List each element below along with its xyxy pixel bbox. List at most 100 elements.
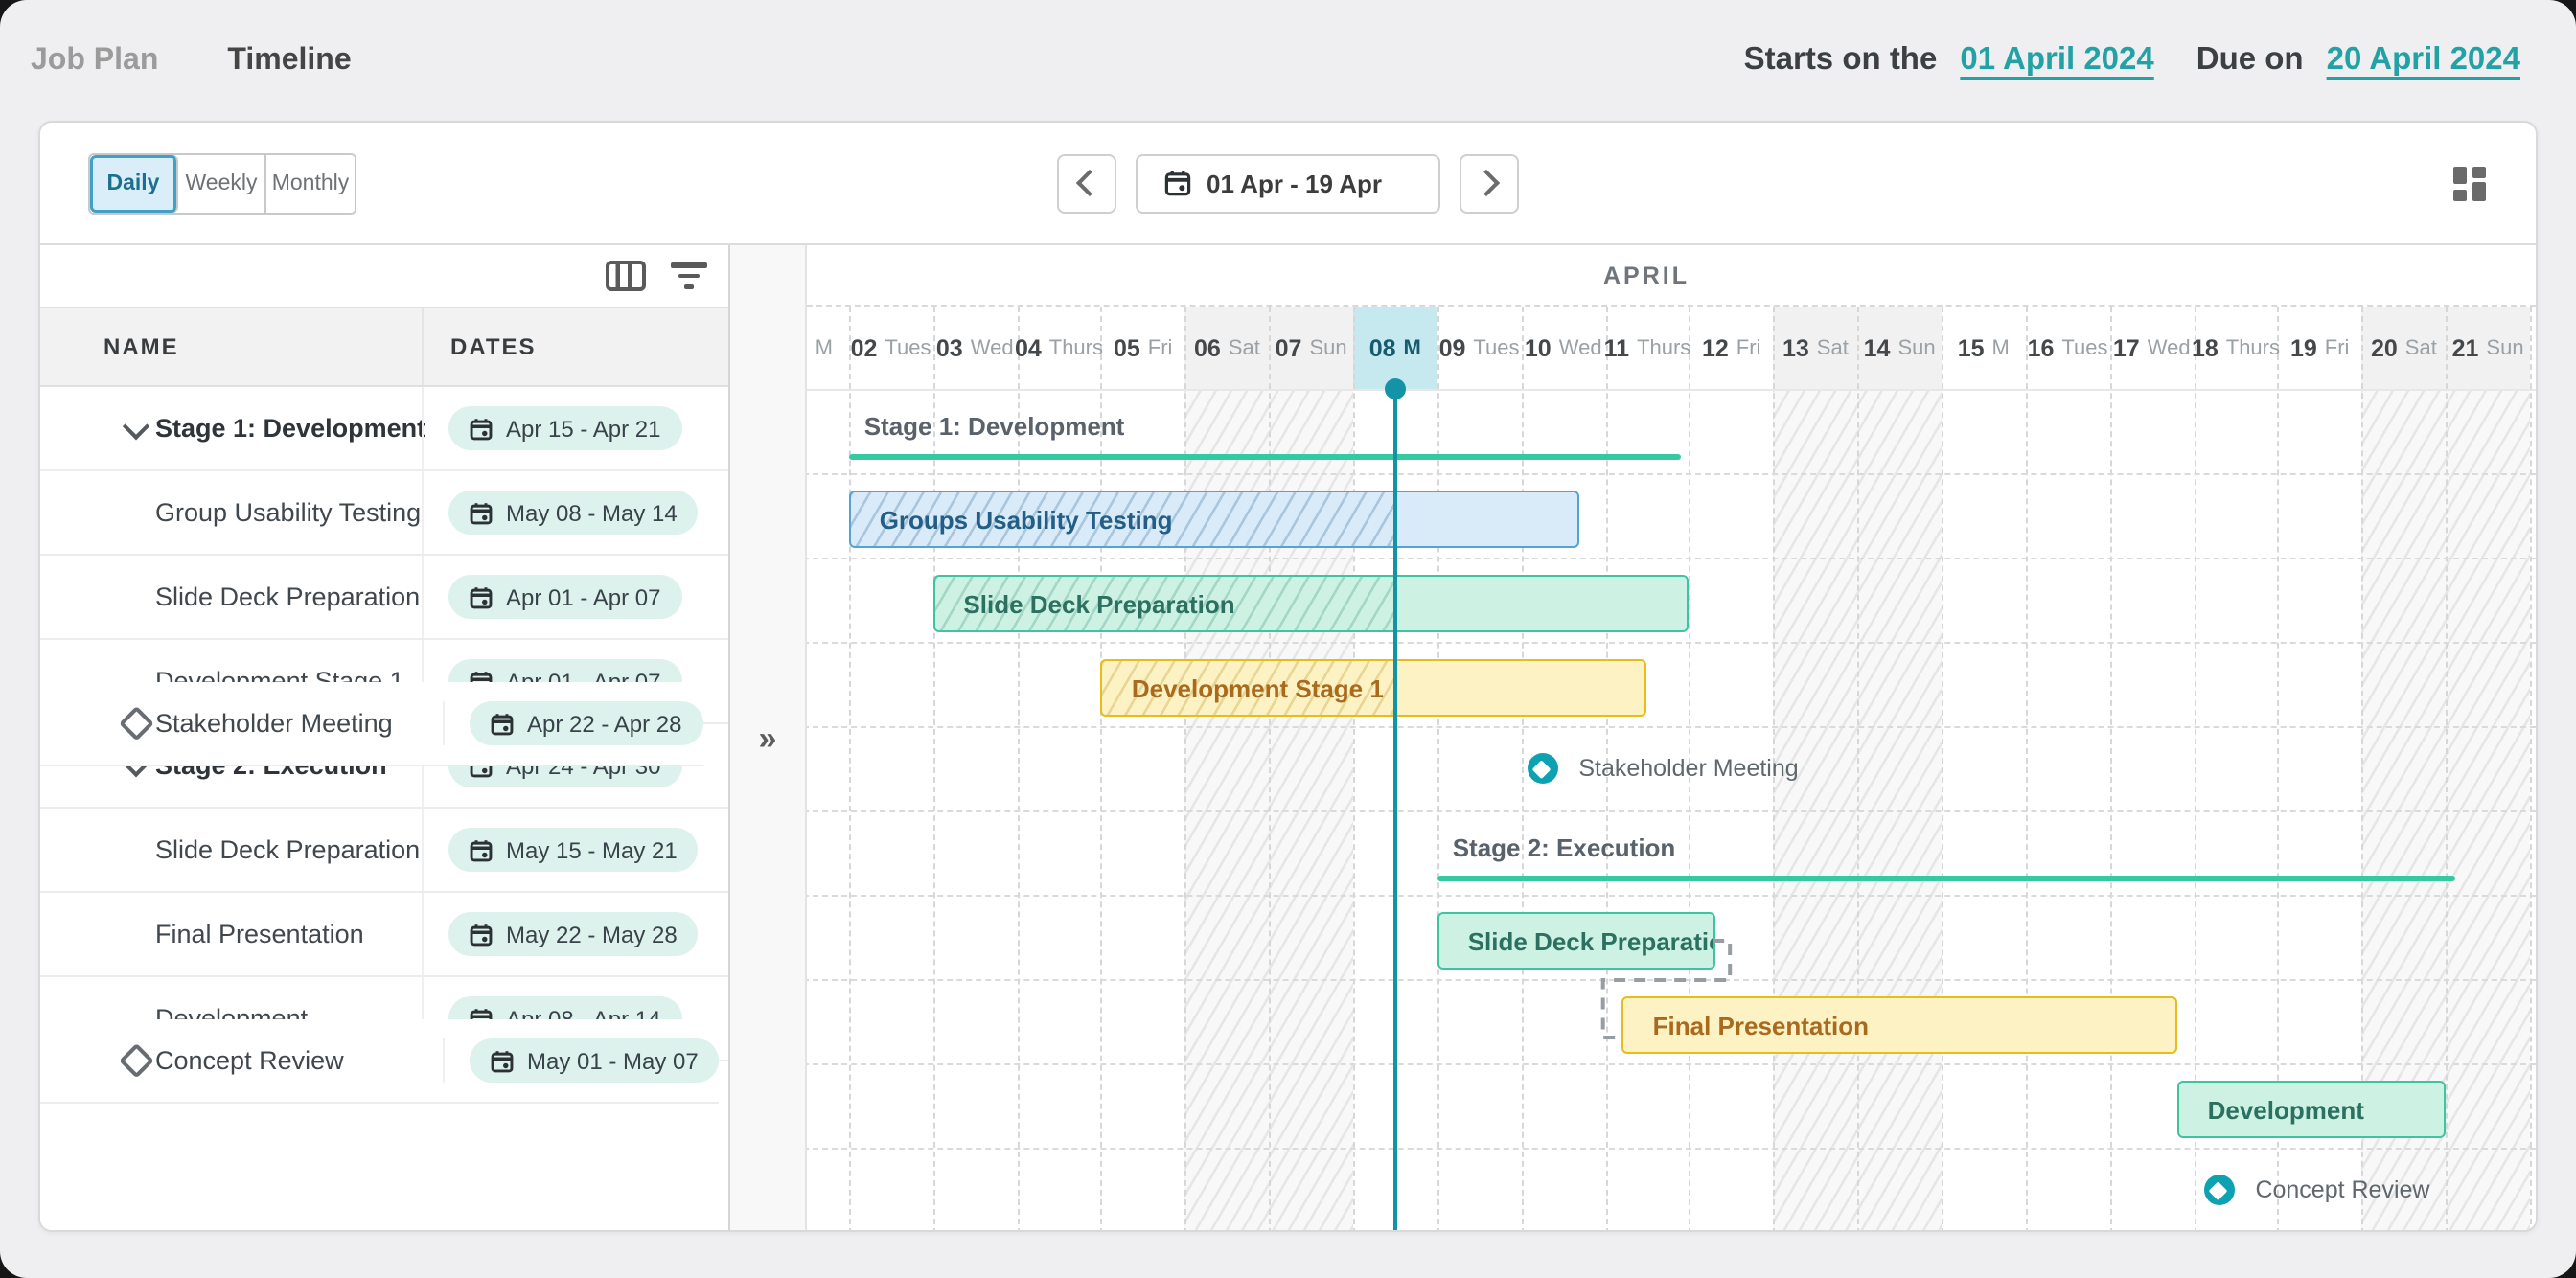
gantt-milestone-concept-review[interactable]: Concept Review xyxy=(2203,1175,2429,1205)
task-name: Stage 1: Development xyxy=(155,414,426,443)
progress-hatch xyxy=(1102,661,1397,715)
table-row-stage-1-development[interactable]: Stage 1: Development Apr 15 - Apr 21 xyxy=(40,387,728,471)
day-header-cell-04: 04 Thurs xyxy=(1015,307,1103,389)
column-header-dates[interactable]: DATES xyxy=(422,308,728,385)
gantt-summary-line-stage-1-development[interactable] xyxy=(848,453,1682,459)
grid-line-horizontal xyxy=(807,558,2536,559)
starts-on-label: Starts on the xyxy=(1743,42,1938,77)
grid-line-horizontal xyxy=(807,642,2536,644)
grid-line-horizontal xyxy=(807,473,2536,475)
table-row-slide-deck-preparation[interactable]: Slide Deck Preparation Apr 01 - Apr 07 xyxy=(40,556,728,640)
day-header-cell-13: 13 Sat xyxy=(1774,307,1858,389)
prev-period-button[interactable] xyxy=(1057,153,1116,213)
grid-line-vertical xyxy=(2529,307,2532,1230)
tab-daily[interactable]: Daily xyxy=(90,154,178,212)
day-name: Wed xyxy=(2147,336,2191,359)
due-date-link[interactable]: 20 April 2024 xyxy=(2326,42,2520,77)
start-date-link[interactable]: 01 April 2024 xyxy=(1960,42,2154,77)
table-row-slide-deck-preparation[interactable]: Slide Deck Preparation May 15 - May 21 xyxy=(40,809,728,893)
day-number: 08 xyxy=(1368,334,1396,361)
date-range-picker[interactable]: 01 Apr - 19 Apr xyxy=(1136,153,1440,213)
date-range-text: May 01 - May 07 xyxy=(527,1047,699,1074)
table-row-stakeholder-meeting[interactable]: Stakeholder Meeting Apr 22 - Apr 28 xyxy=(40,682,703,766)
tab-weekly[interactable]: Weekly xyxy=(178,154,266,212)
weekend-hatch xyxy=(1773,389,1942,1230)
layout-grid-icon[interactable] xyxy=(2452,166,2486,200)
gantt-summary-label-stage-2-execution[interactable]: Stage 2: Execution xyxy=(1452,833,1676,862)
table-row-group-usability-testing[interactable]: Group Usability Testing May 08 - May 14 xyxy=(40,471,728,556)
gantt-task-bar-slide-deck-preparation[interactable]: Slide Deck Preparation xyxy=(1437,912,1715,970)
chevron-down-icon[interactable] xyxy=(122,412,150,440)
milestone-diamond-icon xyxy=(119,1043,153,1078)
date-range-pill: Apr 15 - Apr 21 xyxy=(448,406,682,450)
task-name-cell: Stage 1: Development xyxy=(40,387,426,469)
day-name: Wed xyxy=(1558,336,1602,359)
column-header-name[interactable]: NAME xyxy=(104,333,179,360)
view-mode-switcher: Daily Weekly Monthly xyxy=(88,152,356,214)
filter-icon[interactable] xyxy=(671,262,707,289)
day-number: 03 xyxy=(935,334,963,361)
date-range-text: May 15 - May 21 xyxy=(506,836,678,863)
grid-line-vertical xyxy=(2109,307,2112,1230)
day-number: 19 xyxy=(2289,334,2317,361)
task-name: Slide Deck Preparation xyxy=(155,582,421,611)
day-number: 13 xyxy=(1782,334,1809,361)
chevron-right-icon xyxy=(1472,169,1501,197)
calendar-icon xyxy=(470,924,493,946)
tab-job-plan[interactable]: Job Plan xyxy=(31,43,159,76)
task-bar-label: Slide Deck Preparation xyxy=(963,589,1235,618)
gantt-summary-label-stage-1-development[interactable]: Stage 1: Development xyxy=(863,412,1125,441)
gantt-task-bar-groups-usability-testing[interactable]: Groups Usability Testing xyxy=(848,491,1580,548)
month-label: APRIL xyxy=(1603,262,1690,288)
day-header-cell-08: 08 M xyxy=(1353,307,1438,389)
gantt-task-bar-slide-deck-preparation[interactable]: Slide Deck Preparation xyxy=(932,575,1690,632)
task-dates-cell: Apr 15 - Apr 21 xyxy=(422,387,728,469)
day-header-cell-17: 17 Wed xyxy=(2109,307,2194,389)
tab-monthly[interactable]: Monthly xyxy=(266,154,355,212)
day-name: Tues xyxy=(885,336,932,359)
columns-icon[interactable] xyxy=(606,261,646,291)
date-range-pill: May 08 - May 14 xyxy=(448,491,699,535)
calendar-icon xyxy=(470,418,493,440)
day-name: Tues xyxy=(2061,336,2108,359)
grid-line-vertical xyxy=(1941,307,1944,1230)
calendar-icon xyxy=(470,839,493,861)
grid-line-vertical xyxy=(1017,307,1020,1230)
weekend-header-bg xyxy=(2361,307,2447,389)
day-name: M xyxy=(815,336,833,359)
day-header-cell-11: 11 Thurs xyxy=(1604,307,1691,389)
day-number: 09 xyxy=(1438,334,1466,361)
gantt-task-bar-final-presentation[interactable]: Final Presentation xyxy=(1622,996,2177,1054)
task-name: Concept Review xyxy=(155,1046,344,1075)
day-number: 18 xyxy=(2191,334,2219,361)
gantt-summary-line-stage-2-execution[interactable] xyxy=(1437,875,2454,880)
day-name: Thurs xyxy=(2225,336,2280,359)
day-header-cell-20: 20 Sat xyxy=(2362,307,2447,389)
task-bar-label: Development Stage 1 xyxy=(1131,673,1384,702)
gantt-task-bar-development[interactable]: Development xyxy=(2176,1081,2447,1138)
day-name: Thurs xyxy=(1637,336,1691,359)
grid-line-vertical xyxy=(1521,307,1524,1230)
tab-timeline[interactable]: Timeline xyxy=(227,43,352,76)
day-number: 06 xyxy=(1193,334,1221,361)
task-dates-cell: May 01 - May 07 xyxy=(443,1038,720,1083)
collapse-panel-button[interactable]: » xyxy=(730,245,807,1230)
gantt-task-bar-development-stage-1[interactable]: Development Stage 1 xyxy=(1100,659,1647,717)
milestone-diamond-icon xyxy=(2203,1175,2235,1205)
grid-line-horizontal xyxy=(807,726,2536,728)
table-row-final-presentation[interactable]: Final Presentation May 22 - May 28 xyxy=(40,893,728,977)
table-row-concept-review[interactable]: Concept Review May 01 - May 07 xyxy=(40,1019,720,1104)
weekend-header-bg xyxy=(1269,307,1353,389)
day-header-cell-02: 02 Tues xyxy=(849,307,933,389)
day-number: 07 xyxy=(1275,334,1302,361)
day-number: 17 xyxy=(2112,334,2140,361)
task-name-cell: Final Presentation xyxy=(40,893,422,975)
date-range-text: May 22 - May 28 xyxy=(506,921,678,947)
day-name: Sun xyxy=(1309,336,1347,359)
next-period-button[interactable] xyxy=(1460,153,1519,213)
gantt-milestone-stakeholder-meeting[interactable]: Stakeholder Meeting xyxy=(1527,753,1799,784)
day-name: Sun xyxy=(1898,336,1936,359)
task-name-cell: Stakeholder Meeting xyxy=(40,706,422,741)
milestone-diamond-icon xyxy=(119,706,153,741)
